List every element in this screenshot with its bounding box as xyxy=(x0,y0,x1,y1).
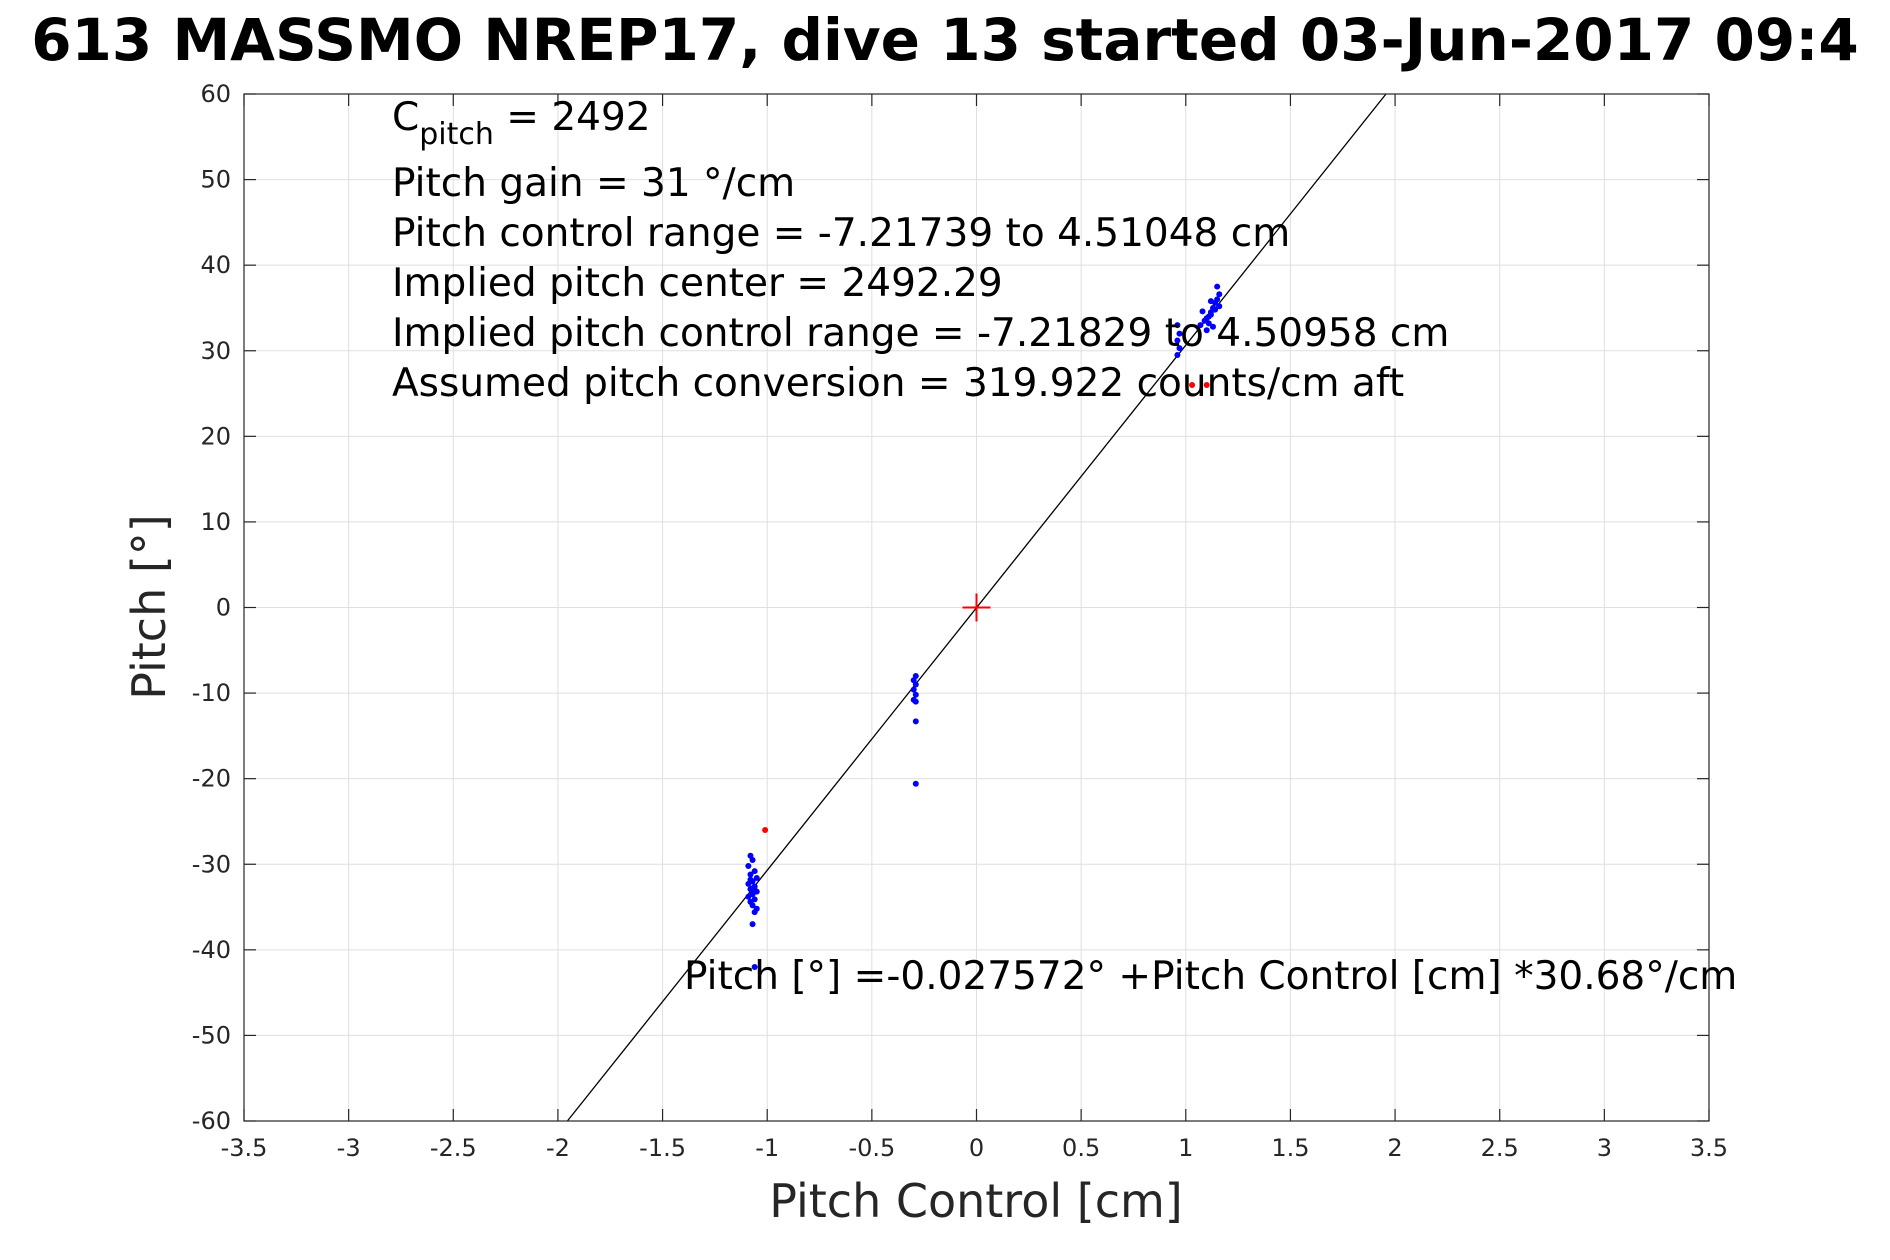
x-tick-label: -3 xyxy=(337,1134,361,1162)
x-tick-label: 0 xyxy=(969,1134,984,1162)
pitch-gain-annotation: Pitch gain = 31 °/cm xyxy=(392,161,795,206)
y-tick-label: 50 xyxy=(200,166,231,194)
x-tick-label: -2.5 xyxy=(430,1134,477,1162)
blue-data-point xyxy=(910,686,917,693)
blue-data-point xyxy=(912,698,919,705)
red-data-point xyxy=(1189,381,1196,388)
y-tick-label: -30 xyxy=(192,850,231,878)
x-tick-label: -3.5 xyxy=(221,1134,268,1162)
chart-title: 613 MASSMO NREP17, dive 13 started 03-Ju… xyxy=(31,6,1859,74)
axis-ticks xyxy=(243,93,1710,1122)
blue-data-point xyxy=(1214,283,1221,290)
center-marker-layer xyxy=(962,593,991,622)
x-tick-label: -2 xyxy=(546,1134,570,1162)
red-data-point xyxy=(1203,381,1210,388)
blue-data-point xyxy=(749,921,756,928)
blue-data-point xyxy=(1214,296,1221,303)
implied-pitch-control-range-annotation: Implied pitch control range = -7.21829 t… xyxy=(392,311,1449,356)
c-pitch-value: = 2492 xyxy=(494,95,651,140)
y-tick-label: -40 xyxy=(192,936,231,964)
blue-data-point xyxy=(1203,327,1210,334)
blue-data-point xyxy=(1174,352,1181,359)
x-tick-label: -1.5 xyxy=(639,1134,686,1162)
x-tick-label: 1 xyxy=(1178,1134,1193,1162)
blue-data-point xyxy=(747,871,754,878)
blue-data-point xyxy=(751,963,758,970)
blue-data-point xyxy=(745,862,752,869)
blue-data-point xyxy=(749,885,756,892)
blue-data-point xyxy=(1205,320,1212,327)
y-tick-label: 0 xyxy=(216,594,231,622)
blue-data-point xyxy=(747,876,754,883)
x-axis-label: Pitch Control [cm] xyxy=(769,1174,1183,1228)
pitch-control-range-annotation: Pitch control range = -7.21739 to 4.5104… xyxy=(392,211,1290,256)
red-data-point xyxy=(762,827,769,834)
y-tick-label: 40 xyxy=(200,251,231,279)
blue-data-point xyxy=(1216,291,1223,298)
plot-frame xyxy=(243,93,1710,1122)
x-tick-label: 3 xyxy=(1597,1134,1612,1162)
y-tick-label: 60 xyxy=(200,80,231,108)
y-tick-label: -20 xyxy=(192,765,231,793)
y-tick-label: -60 xyxy=(192,1107,231,1135)
blue-data-point xyxy=(1216,303,1223,310)
blue-data-point xyxy=(751,909,758,916)
x-tick-label: 1.5 xyxy=(1271,1134,1309,1162)
x-tick-label: -0.5 xyxy=(848,1134,895,1162)
y-tick-label: 10 xyxy=(200,508,231,536)
blue-data-point xyxy=(1207,311,1214,318)
blue-data-point xyxy=(1207,298,1214,305)
blue-data-point xyxy=(1176,345,1183,352)
blue-data-point xyxy=(1174,322,1181,329)
blue-data-point xyxy=(912,780,919,787)
x-tick-label: 2.5 xyxy=(1481,1134,1519,1162)
parameter-annotations: Cpitch = 2492 Pitch gain = 31 °/cm Pitch… xyxy=(392,95,1449,406)
blue-data-point xyxy=(1174,337,1181,344)
blue-data-point xyxy=(1176,330,1183,337)
x-tick-labels: -3.5 -3 -2.5 -2 -1.5 -1 -0.5 0 0.5 1 1.5 2 2.5 3 3.5 xyxy=(221,1134,1729,1162)
blue-data-point xyxy=(1212,306,1219,313)
blue-data-point xyxy=(912,718,919,725)
x-tick-label: 2 xyxy=(1387,1134,1402,1162)
blue-data-point xyxy=(1197,322,1204,329)
assumed-pitch-conversion-annotation: Assumed pitch conversion = 319.922 count… xyxy=(392,361,1404,406)
blue-data-point xyxy=(912,681,919,688)
c-pitch-subscript: pitch xyxy=(419,117,494,152)
y-tick-label: -10 xyxy=(192,679,231,707)
y-tick-label: 30 xyxy=(200,337,231,365)
blue-data-point xyxy=(749,856,756,863)
blue-data-point xyxy=(912,691,919,698)
y-tick-labels: -60 -50 -40 -30 -20 -10 0 10 20 30 40 50 60 xyxy=(192,80,231,1135)
x-tick-label: 0.5 xyxy=(1062,1134,1100,1162)
implied-pitch-center-annotation: Implied pitch center = 2492.29 xyxy=(392,261,1003,306)
c-pitch-annotation: Cpitch = 2492 xyxy=(392,95,651,152)
data-points xyxy=(745,283,1223,970)
blue-data-point xyxy=(753,874,760,881)
c-pitch-prefix: C xyxy=(392,95,419,140)
blue-data-point xyxy=(751,868,758,875)
fit-equation-annotation: Pitch [°] =-0.027572° +Pitch Control [cm… xyxy=(684,954,1737,999)
y-tick-label: -50 xyxy=(192,1021,231,1049)
blue-data-point xyxy=(749,902,756,909)
blue-data-point xyxy=(745,893,752,900)
x-tick-label: 3.5 xyxy=(1690,1134,1728,1162)
x-tick-label: -1 xyxy=(755,1134,779,1162)
blue-data-point xyxy=(1209,323,1216,330)
blue-data-point xyxy=(1199,308,1206,315)
y-tick-label: 20 xyxy=(200,422,231,450)
y-axis-label: Pitch [°] xyxy=(122,514,176,700)
blue-data-point xyxy=(1203,315,1210,322)
